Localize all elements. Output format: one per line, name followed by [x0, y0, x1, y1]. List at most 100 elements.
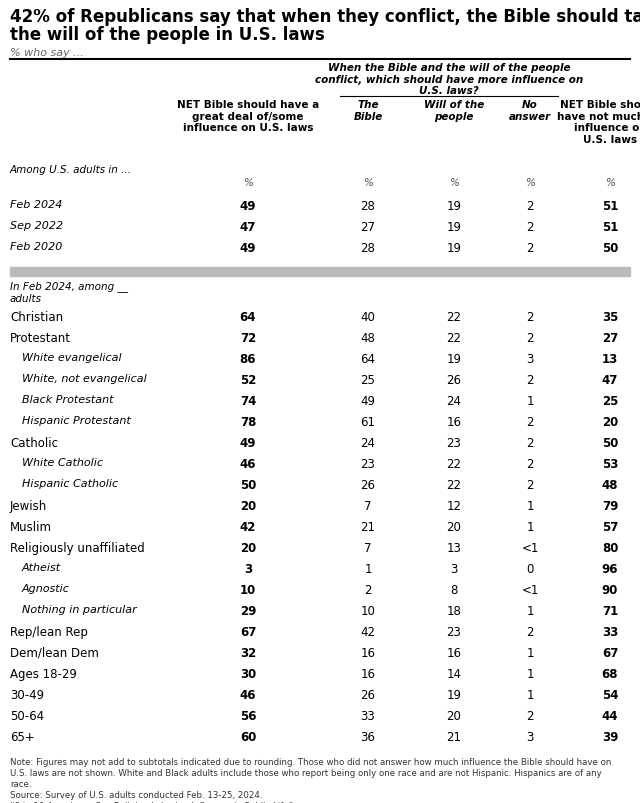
- Text: 1: 1: [526, 646, 534, 659]
- Text: 86: 86: [240, 353, 256, 365]
- Text: <1: <1: [522, 541, 539, 554]
- Text: %: %: [605, 177, 615, 188]
- Text: 3: 3: [451, 562, 458, 575]
- Text: 1: 1: [526, 499, 534, 512]
- Text: 79: 79: [602, 499, 618, 512]
- Text: Note: Figures may not add to subtotals indicated due to rounding. Those who did : Note: Figures may not add to subtotals i…: [10, 757, 611, 766]
- Text: 13: 13: [447, 541, 461, 554]
- Text: 50: 50: [602, 242, 618, 255]
- Text: White Catholic: White Catholic: [22, 458, 103, 467]
- Text: 19: 19: [447, 688, 461, 701]
- Text: 19: 19: [447, 221, 461, 234]
- Text: 27: 27: [360, 221, 376, 234]
- Text: 72: 72: [240, 332, 256, 344]
- Text: 2: 2: [526, 200, 534, 213]
- Text: 44: 44: [602, 709, 618, 722]
- Text: 18: 18: [447, 604, 461, 618]
- Text: 51: 51: [602, 221, 618, 234]
- Text: 51: 51: [602, 200, 618, 213]
- Text: 26: 26: [360, 479, 376, 491]
- Text: race.: race.: [10, 779, 31, 788]
- Text: 7: 7: [364, 541, 372, 554]
- Text: Catholic: Catholic: [10, 437, 58, 450]
- Text: 1: 1: [526, 688, 534, 701]
- Text: 26: 26: [447, 373, 461, 386]
- Text: 49: 49: [240, 437, 256, 450]
- Text: % who say ...: % who say ...: [10, 48, 84, 58]
- Text: 61: 61: [360, 415, 376, 429]
- Text: 2: 2: [364, 583, 372, 597]
- Text: 23: 23: [447, 626, 461, 638]
- Text: 46: 46: [240, 688, 256, 701]
- Text: 28: 28: [360, 242, 376, 255]
- Text: %: %: [243, 177, 253, 188]
- Text: Hispanic Protestant: Hispanic Protestant: [22, 415, 131, 426]
- Text: When the Bible and the will of the people
conflict, which should have more influ: When the Bible and the will of the peopl…: [315, 63, 583, 96]
- Text: 25: 25: [602, 394, 618, 407]
- Text: 2: 2: [526, 479, 534, 491]
- Text: the will of the people in U.S. laws: the will of the people in U.S. laws: [10, 26, 324, 44]
- Text: 23: 23: [360, 458, 376, 471]
- Text: 22: 22: [447, 332, 461, 344]
- Text: 2: 2: [526, 332, 534, 344]
- Text: 16: 16: [447, 415, 461, 429]
- Text: 74: 74: [240, 394, 256, 407]
- Text: 1: 1: [526, 520, 534, 533]
- Text: 20: 20: [602, 415, 618, 429]
- Text: <1: <1: [522, 583, 539, 597]
- Text: 19: 19: [447, 200, 461, 213]
- Text: 90: 90: [602, 583, 618, 597]
- Text: 8: 8: [451, 583, 458, 597]
- Text: 10: 10: [240, 583, 256, 597]
- Text: 50-64: 50-64: [10, 709, 44, 722]
- Text: Religiously unaffiliated: Religiously unaffiliated: [10, 541, 145, 554]
- Text: 14: 14: [447, 667, 461, 680]
- Text: Black Protestant: Black Protestant: [22, 394, 113, 405]
- Text: 49: 49: [240, 242, 256, 255]
- Text: 2: 2: [526, 242, 534, 255]
- Text: White, not evangelical: White, not evangelical: [22, 373, 147, 384]
- Text: 25: 25: [360, 373, 376, 386]
- Text: 47: 47: [602, 373, 618, 386]
- Text: Christian: Christian: [10, 311, 63, 324]
- Text: 50: 50: [240, 479, 256, 491]
- Text: 65+: 65+: [10, 730, 35, 743]
- Text: 53: 53: [602, 458, 618, 471]
- Text: 64: 64: [240, 311, 256, 324]
- Text: 96: 96: [602, 562, 618, 575]
- Text: Nothing in particular: Nothing in particular: [22, 604, 137, 614]
- Text: 3: 3: [526, 730, 534, 743]
- Text: 80: 80: [602, 541, 618, 554]
- Text: Will of the
people: Will of the people: [424, 100, 484, 121]
- Text: 2: 2: [526, 221, 534, 234]
- Text: 30-49: 30-49: [10, 688, 44, 701]
- Text: 57: 57: [602, 520, 618, 533]
- Text: The
Bible: The Bible: [353, 100, 383, 121]
- Text: 16: 16: [447, 646, 461, 659]
- Text: 49: 49: [360, 394, 376, 407]
- Text: White evangelical: White evangelical: [22, 353, 122, 362]
- Text: 52: 52: [240, 373, 256, 386]
- Text: 28: 28: [360, 200, 376, 213]
- Text: 68: 68: [602, 667, 618, 680]
- Text: 21: 21: [447, 730, 461, 743]
- Text: Source: Survey of U.S. adults conducted Feb. 13-25, 2024.: Source: Survey of U.S. adults conducted …: [10, 790, 262, 799]
- Text: 20: 20: [447, 520, 461, 533]
- Text: 3: 3: [244, 562, 252, 575]
- Text: 42: 42: [360, 626, 376, 638]
- Text: “8 in 10 Americans Say Religion Is Losing Influence in Public Life”: “8 in 10 Americans Say Religion Is Losin…: [10, 801, 293, 803]
- Text: 47: 47: [240, 221, 256, 234]
- Text: 40: 40: [360, 311, 376, 324]
- Text: Feb 2024: Feb 2024: [10, 200, 62, 210]
- Text: No
answer: No answer: [509, 100, 551, 121]
- Text: 20: 20: [240, 541, 256, 554]
- Text: Jewish: Jewish: [10, 499, 47, 512]
- Text: 1: 1: [526, 667, 534, 680]
- Text: Rep/lean Rep: Rep/lean Rep: [10, 626, 88, 638]
- Text: 20: 20: [447, 709, 461, 722]
- Text: 26: 26: [360, 688, 376, 701]
- Text: 1: 1: [364, 562, 372, 575]
- Text: 1: 1: [526, 394, 534, 407]
- Text: 36: 36: [360, 730, 376, 743]
- Text: 16: 16: [360, 646, 376, 659]
